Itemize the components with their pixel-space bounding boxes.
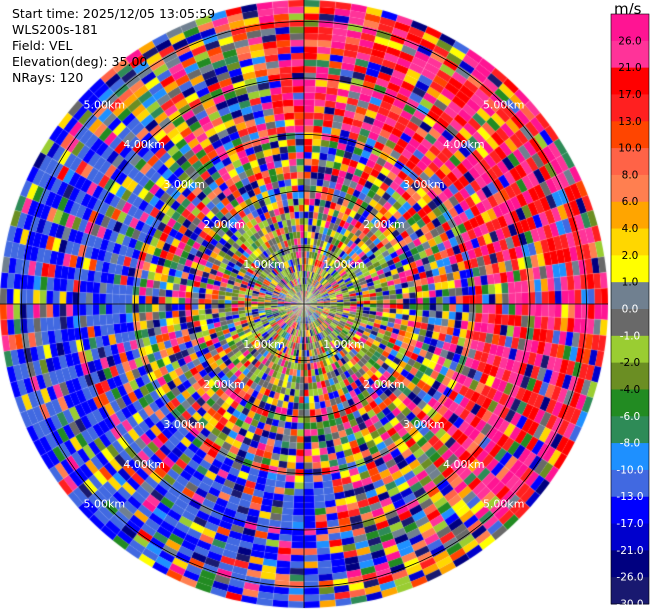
range-ring: [190, 190, 418, 418]
colorbar-tick-label: 0.0: [622, 304, 639, 316]
range-ring-label: 3.00km: [163, 418, 205, 431]
start-time-text: Start time: 2025/12/05 13:05:59: [12, 6, 216, 21]
range-ring: [247, 247, 361, 361]
range-ring-label: 1.00km: [243, 258, 285, 271]
range-ring-label: 4.00km: [443, 458, 485, 471]
colorbar-tick-label: -10.0: [616, 464, 643, 476]
colorbar-swatch: [611, 94, 649, 122]
colorbar-tick-label: -21.0: [616, 545, 643, 557]
range-ring-label: 2.00km: [363, 218, 405, 231]
colorbar-swatch: [611, 148, 649, 176]
colorbar-tick-label: 1.0: [622, 277, 639, 289]
colorbar-swatch: [611, 335, 649, 364]
colorbar-tick-label: -6.0: [620, 411, 641, 423]
colorbar-tick-label: 6.0: [622, 196, 639, 208]
colorbar-tick-label: -8.0: [620, 438, 641, 450]
colorbar-swatch: [611, 550, 649, 578]
range-ring: [77, 77, 531, 531]
colorbar-tick-label: -13.0: [616, 491, 643, 503]
colorbar-swatch: [611, 121, 649, 149]
colorbar-tick-label: -30.0: [616, 599, 643, 610]
colorbar-swatch: [611, 577, 649, 605]
colorbar-tick-label: 13.0: [618, 116, 641, 128]
colorbar-tick-label: -4.0: [620, 384, 641, 396]
range-ring-label: 1.00km: [243, 338, 285, 351]
range-ring-label: 3.00km: [403, 178, 445, 191]
colorbar-swatch: [611, 496, 649, 525]
colorbar-tick-label: 21.0: [618, 62, 641, 74]
colorbar-tick-label: 26.0: [618, 35, 641, 47]
colorbar-swatch: [611, 174, 649, 203]
colorbar-tick-label: 4.0: [622, 223, 639, 235]
colorbar-tick-label: 8.0: [622, 169, 639, 181]
range-ring-label: 4.00km: [123, 458, 165, 471]
colorbar-frame: [610, 13, 650, 605]
colorbar-swatch: [611, 67, 649, 95]
range-ring-label: 1.00km: [323, 338, 365, 351]
colorbar-tick-label: -26.0: [616, 572, 643, 584]
range-ring-label: 3.00km: [163, 178, 205, 191]
field-text: Field: VEL: [12, 38, 73, 53]
elevation-text: Elevation(deg): 35.00: [12, 54, 148, 69]
colorbar-swatch: [611, 201, 649, 230]
range-ring: [21, 21, 587, 587]
colorbar-swatch: [611, 469, 649, 498]
colorbar-tick-label: -2.0: [620, 357, 641, 369]
colorbar-tick-label: -1.0: [620, 330, 641, 342]
instrument-text: WLS200s-181: [12, 22, 98, 37]
colorbar-unit-label: m/s: [614, 0, 642, 18]
range-ring-label: 2.00km: [203, 378, 245, 391]
range-ring-label: 1.00km: [323, 258, 365, 271]
colorbar-swatch: [611, 14, 649, 42]
colorbar-tick-label: 10.0: [618, 143, 641, 155]
colorbar-swatch: [611, 443, 649, 471]
colorbar-swatch: [611, 309, 649, 337]
range-ring-label: 2.00km: [363, 378, 405, 391]
nrays-text: NRays: 120: [12, 70, 84, 85]
range-ring-label: 5.00km: [83, 98, 125, 111]
range-ring-label: 5.00km: [483, 498, 525, 511]
colorbar-tick-label: 17.0: [618, 89, 641, 101]
colorbar-swatch: [611, 282, 649, 310]
range-ring-label: 5.00km: [483, 98, 525, 111]
colorbar-swatch: [611, 255, 649, 283]
colorbar-swatch: [611, 40, 649, 69]
range-ring-label: 5.00km: [83, 498, 125, 511]
colorbar-swatch: [611, 389, 649, 417]
range-ring: [134, 134, 474, 474]
range-ring-label: 2.00km: [203, 218, 245, 231]
colorbar-swatch: [611, 362, 649, 390]
colorbar-swatch: [611, 416, 649, 444]
colorbar-swatch: [611, 228, 649, 256]
colorbar-tick-label: 2.0: [622, 250, 639, 262]
plot-info: Start time: 2025/12/05 13:05:59 WLS200s-…: [12, 6, 215, 86]
colorbar-tick-label: -17.0: [616, 518, 643, 530]
colorbar-swatch: [611, 523, 649, 551]
range-ring-label: 4.00km: [123, 138, 165, 151]
range-ring-label: 4.00km: [443, 138, 485, 151]
range-ring-label: 3.00km: [403, 418, 445, 431]
